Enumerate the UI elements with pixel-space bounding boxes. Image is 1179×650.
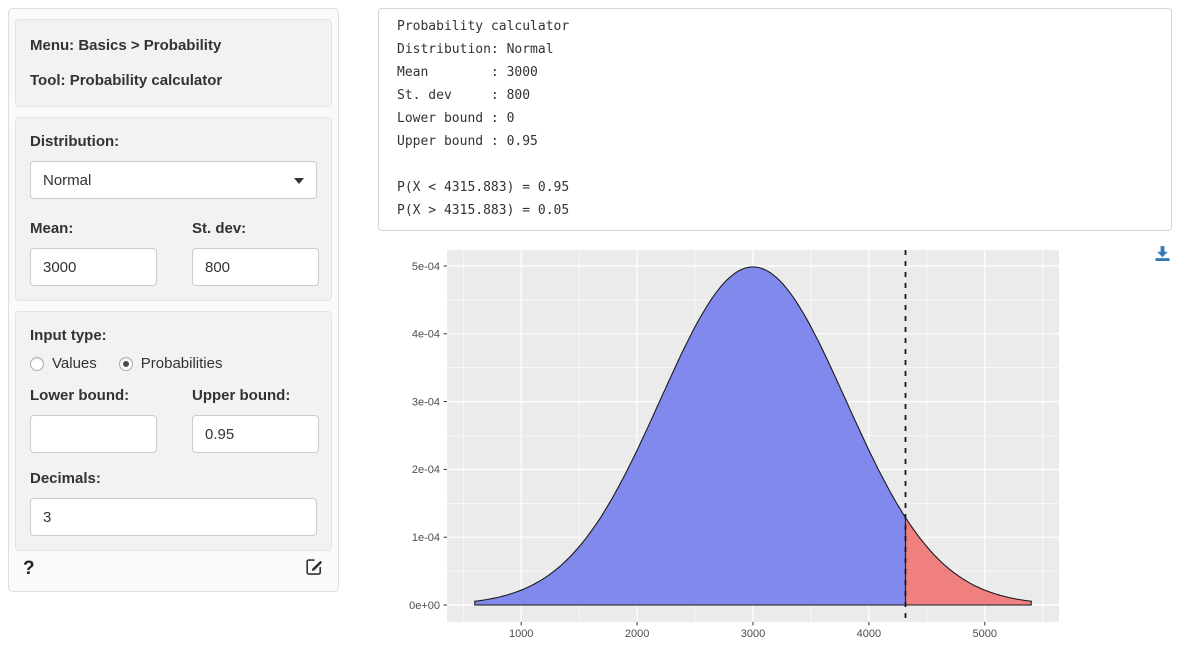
- svg-text:2e-04: 2e-04: [412, 464, 440, 476]
- output-panel: Probability calculator Distribution: Nor…: [378, 8, 1172, 231]
- radio-selected-icon[interactable]: [118, 356, 133, 371]
- input-type-option-values[interactable]: Values: [30, 355, 97, 372]
- lower-bound-label: Lower bound:: [30, 387, 130, 404]
- input-type-label: Input type:: [30, 327, 107, 344]
- menu-breadcrumb: Menu: Basics > Probability: [30, 37, 222, 54]
- svg-text:5000: 5000: [973, 628, 997, 640]
- radio-label-probabilities: Probabilities: [140, 355, 223, 372]
- download-icon: [1155, 246, 1170, 261]
- decimals-input[interactable]: [30, 498, 317, 536]
- mean-label: Mean:: [30, 220, 74, 237]
- caret-down-icon: [294, 178, 304, 184]
- sidebar-footer: ?: [23, 557, 324, 581]
- upper-bound-input[interactable]: [192, 415, 319, 453]
- menu-info-panel: Menu: Basics > Probability Tool: Probabi…: [15, 19, 332, 107]
- svg-text:2000: 2000: [625, 628, 649, 640]
- output-text: Probability calculator Distribution: Nor…: [397, 19, 570, 218]
- svg-text:4e-04: 4e-04: [412, 329, 440, 341]
- lower-bound-input[interactable]: [30, 415, 157, 453]
- svg-text:3000: 3000: [741, 628, 765, 640]
- stdev-label: St. dev:: [192, 220, 247, 237]
- svg-text:3e-04: 3e-04: [412, 396, 440, 408]
- input-type-radio-group: Values Probabilities: [30, 355, 317, 372]
- svg-text:0e+00: 0e+00: [409, 600, 440, 612]
- input-type-option-probabilities[interactable]: Probabilities: [118, 355, 223, 372]
- distribution-selected-value: Normal: [43, 171, 92, 189]
- radio-label-values: Values: [52, 355, 97, 372]
- probability-plot: 1000 2000 3000 4000 5000 0e+00 1e-04 2e-04 3e-04…: [378, 238, 1078, 645]
- edit-report-button[interactable]: [305, 557, 324, 581]
- stdev-input[interactable]: [192, 248, 319, 286]
- decimals-label: Decimals:: [30, 470, 101, 487]
- tool-title: Tool: Probability calculator: [30, 72, 223, 89]
- svg-text:4000: 4000: [857, 628, 881, 640]
- upper-bound-label: Upper bound:: [192, 387, 291, 404]
- sidebar: Menu: Basics > Probability Tool: Probabi…: [8, 8, 339, 592]
- distribution-label: Distribution:: [30, 133, 120, 150]
- help-button[interactable]: ?: [23, 558, 35, 579]
- distribution-select[interactable]: Normal: [30, 161, 317, 199]
- edit-icon: [306, 559, 323, 575]
- mean-input[interactable]: [30, 248, 157, 286]
- download-plot-button[interactable]: [1154, 245, 1171, 267]
- svg-text:1e-04: 1e-04: [412, 532, 440, 544]
- input-type-panel: Input type: Values Probabilities Lower b…: [15, 311, 332, 551]
- svg-text:1000: 1000: [509, 628, 533, 640]
- radio-unselected-icon[interactable]: [30, 356, 44, 371]
- distribution-panel: Distribution: Normal Mean: St. dev:: [15, 117, 332, 301]
- svg-text:5e-04: 5e-04: [412, 261, 440, 273]
